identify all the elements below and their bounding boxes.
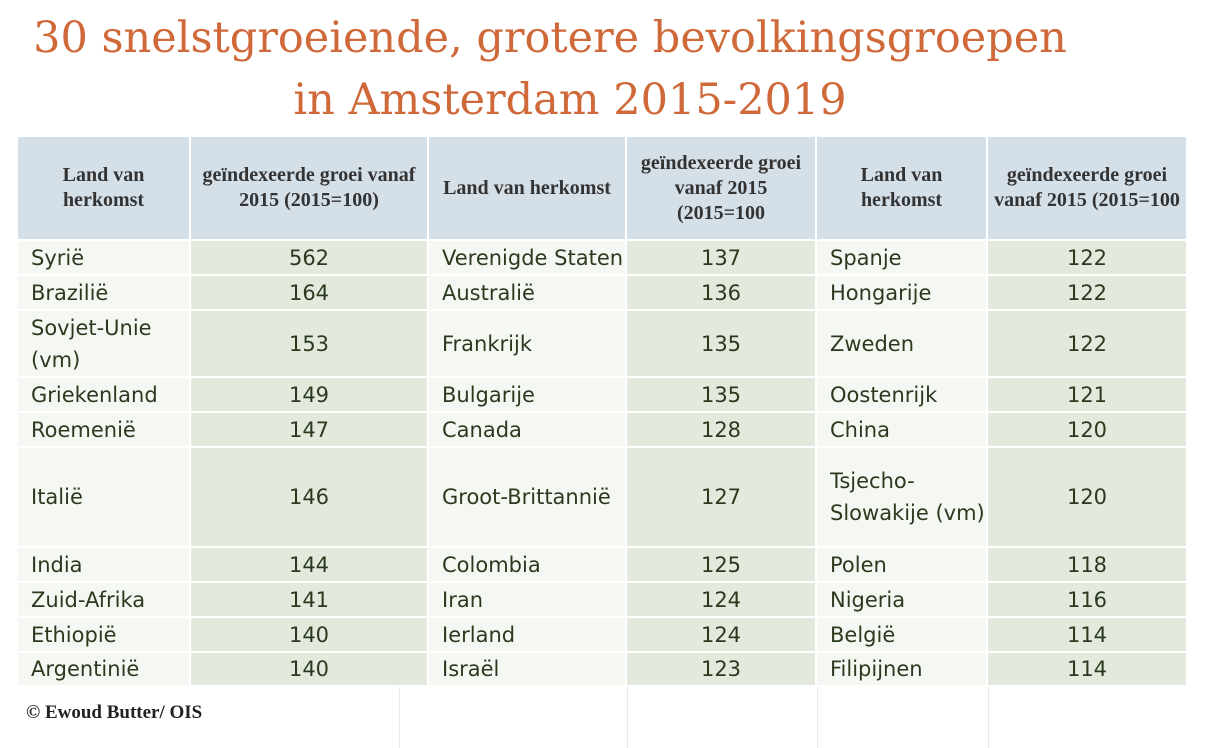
growth-value-cell: 124 [627, 618, 817, 653]
growth-value-cell: 147 [191, 413, 429, 448]
growth-value-cell: 141 [191, 583, 429, 618]
country-cell: België [817, 618, 988, 653]
country-cell: Australië [429, 276, 627, 311]
country-cell: Italië [18, 448, 191, 548]
growth-value-cell: 135 [627, 378, 817, 413]
country-cell: Oostenrijk [817, 378, 988, 413]
growth-value-cell: 144 [191, 548, 429, 583]
country-cell: Groot-Brittannië [429, 448, 627, 548]
country-cell: Spanje [817, 241, 988, 276]
growth-value-cell: 118 [988, 548, 1188, 583]
header-country-2: Land van herkomst [429, 137, 627, 241]
growth-value-cell: 135 [627, 311, 817, 378]
column-divider [627, 687, 628, 748]
growth-value-cell: 122 [988, 241, 1188, 276]
country-cell: Canada [429, 413, 627, 448]
growth-value-cell: 146 [191, 448, 429, 548]
country-cell: Ethiopië [18, 618, 191, 653]
country-cell: China [817, 413, 988, 448]
growth-value-cell: 122 [988, 276, 1188, 311]
growth-value-cell: 122 [988, 311, 1188, 378]
growth-value-cell: 153 [191, 311, 429, 378]
growth-value-cell: 128 [627, 413, 817, 448]
country-cell: Polen [817, 548, 988, 583]
column-divider [988, 687, 989, 748]
country-cell: Zuid-Afrika [18, 583, 191, 618]
country-cell: Zweden [817, 311, 988, 378]
country-cell: Roemenië [18, 413, 191, 448]
growth-value-cell: 114 [988, 653, 1188, 687]
growth-value-cell: 120 [988, 413, 1188, 448]
country-cell: Israël [429, 653, 627, 687]
header-growth-2: geïndexeerde groei vanaf 2015 (2015=100 [627, 137, 817, 241]
growth-value-cell: 140 [191, 618, 429, 653]
growth-value-cell: 164 [191, 276, 429, 311]
copyright-footer: © Ewoud Butter/ OIS [26, 702, 203, 723]
country-cell: Argentinië [18, 653, 191, 687]
growth-value-cell: 137 [627, 241, 817, 276]
growth-value-cell: 125 [627, 548, 817, 583]
growth-value-cell: 124 [627, 583, 817, 618]
growth-table: Land van herkomst geïndexeerde groei van… [18, 137, 1188, 687]
country-cell: Hongarije [817, 276, 988, 311]
column-divider [399, 687, 400, 748]
growth-value-cell: 149 [191, 378, 429, 413]
country-cell: Griekenland [18, 378, 191, 413]
header-growth-3: geïndexeerde groei vanaf 2015 (2015=100 [988, 137, 1188, 241]
growth-value-cell: 123 [627, 653, 817, 687]
growth-value-cell: 127 [627, 448, 817, 548]
country-cell: India [18, 548, 191, 583]
growth-value-cell: 116 [988, 583, 1188, 618]
header-country-1: Land van herkomst [18, 137, 191, 241]
country-cell: Colombia [429, 548, 627, 583]
header-country-3: Land van herkomst [817, 137, 988, 241]
country-cell: Tsjecho-Slowakije (vm) [817, 448, 988, 548]
header-growth-1: geïndexeerde groei vanaf 2015 (2015=100) [191, 137, 429, 241]
growth-value-cell: 140 [191, 653, 429, 687]
country-cell: Brazilië [18, 276, 191, 311]
country-cell: Verenigde Staten [429, 241, 627, 276]
growth-value-cell: 562 [191, 241, 429, 276]
growth-value-cell: 114 [988, 618, 1188, 653]
country-cell: Filipijnen [817, 653, 988, 687]
country-cell: Nigeria [817, 583, 988, 618]
growth-value-cell: 136 [627, 276, 817, 311]
page-title-line-1: 30 snelstgroeiende, grotere bevolkingsgr… [33, 13, 1067, 63]
country-cell: Syrië [18, 241, 191, 276]
growth-value-cell: 121 [988, 378, 1188, 413]
page-title-line-2: in Amsterdam 2015-2019 [293, 75, 847, 125]
growth-value-cell: 120 [988, 448, 1188, 548]
column-divider [817, 687, 818, 748]
country-cell: Frankrijk [429, 311, 627, 378]
country-cell: Bulgarije [429, 378, 627, 413]
country-cell: Iran [429, 583, 627, 618]
country-cell: Ierland [429, 618, 627, 653]
country-cell: Sovjet-Unie (vm) [18, 311, 191, 378]
